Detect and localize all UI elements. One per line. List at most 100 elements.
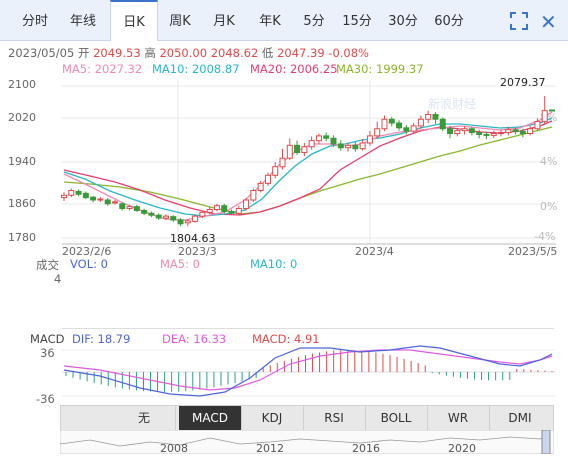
high-annotation: 2079.37 <box>500 76 546 89</box>
quote-info-line: 2023/05/05 开 2049.53 高 2050.00 2048.62 低… <box>8 46 369 60</box>
candle-body <box>119 203 126 210</box>
volume-axis-label: 4 <box>54 272 62 286</box>
candle-body <box>68 190 75 196</box>
candle-body <box>213 205 220 210</box>
candle-body <box>228 210 235 214</box>
candle-body <box>337 143 344 149</box>
tab-weekly-k[interactable]: 周K <box>169 14 191 29</box>
candle-body <box>454 130 461 135</box>
candle-body <box>403 127 410 132</box>
navigator-window[interactable] <box>541 430 551 454</box>
candle-body <box>184 220 191 224</box>
candle-body <box>432 114 439 120</box>
macd-axis-top: 36 <box>40 346 55 360</box>
date-tick-end: 2023/5/5 <box>508 245 557 258</box>
close-price: 2048.62 <box>210 46 259 60</box>
tab-yearly-k[interactable]: 年K <box>259 14 281 29</box>
kline-chart[interactable]: 2100 2020 1940 1860 1780 8% 4% 0% -4% 20… <box>0 74 568 264</box>
low-annotation: 1804.63 <box>170 232 216 245</box>
sina-watermark: 新浪财经 <box>428 96 476 111</box>
candle-body <box>374 128 381 137</box>
dea-legend: DEA: 16.33 <box>162 332 227 346</box>
tab-monthly-k[interactable]: 月K <box>213 14 235 29</box>
navigator-year-2016: 2016 <box>352 442 380 455</box>
pct-tick-neg4: -4% <box>534 230 555 243</box>
tab-daily-k[interactable]: 日K <box>110 0 158 41</box>
high-price: 2050.00 <box>159 46 208 60</box>
candle-body <box>162 215 169 219</box>
candle-body <box>111 201 118 204</box>
candle-body <box>126 206 133 210</box>
indicator-boll[interactable]: BOLL <box>365 406 428 430</box>
candle-body <box>534 121 541 130</box>
tab-30min[interactable]: 30分 <box>388 14 418 29</box>
pct-tick-0: 0% <box>540 200 557 213</box>
candle-body <box>410 125 417 132</box>
candle-body <box>301 146 308 154</box>
candle-body <box>177 219 184 225</box>
dif-line <box>63 345 553 397</box>
candle-body <box>221 205 228 212</box>
tab-5min[interactable]: 5分 <box>303 14 325 29</box>
candle-body <box>75 190 82 195</box>
candle-body <box>257 182 264 191</box>
timeline-navigator[interactable] <box>60 430 554 454</box>
candle-body <box>476 132 483 135</box>
indicator-wr[interactable]: WR <box>427 406 490 430</box>
candle-body <box>447 128 454 134</box>
tab-yearline[interactable]: 年线 <box>69 14 96 29</box>
ma30-legend: MA30: 1999.37 <box>336 62 424 76</box>
indicator-macd[interactable]: MACD <box>179 406 242 430</box>
candle-body <box>272 166 279 176</box>
candle-body <box>366 135 373 144</box>
low-price: 2047.39 <box>277 46 325 60</box>
volume-label: 成交 <box>36 258 59 272</box>
macd-histogram <box>65 350 553 392</box>
price-tick-1860: 1860 <box>8 197 36 210</box>
price-tick-2020: 2020 <box>8 111 36 124</box>
candle-body <box>286 144 293 159</box>
price-tick-1940: 1940 <box>8 155 36 168</box>
tab-60min[interactable]: 60分 <box>434 14 464 29</box>
indicator-none[interactable]: 无 <box>113 406 176 430</box>
indicator-dmi[interactable]: DMI <box>508 411 532 425</box>
indicator-toolbar: 无 MACD KDJ RSI BOLL WR DMI <box>60 405 554 431</box>
date-tick-start: 2023/2/6 <box>62 245 111 258</box>
close-icon[interactable]: ✕ <box>540 10 557 34</box>
candle-body <box>388 118 395 124</box>
candle-body <box>498 132 505 135</box>
candle-body <box>104 199 111 205</box>
candle-body <box>148 212 155 216</box>
candle-body <box>396 122 403 129</box>
indicator-rsi[interactable]: RSI <box>303 406 366 430</box>
open-price: 2049.53 <box>93 46 141 60</box>
quote-date: 2023/05/05 <box>8 46 75 60</box>
candle-body <box>199 211 206 217</box>
candle-body <box>82 192 89 199</box>
macd-chart <box>62 345 556 397</box>
navigator-history-line <box>60 435 547 447</box>
indicator-kdj[interactable]: KDJ <box>241 406 304 430</box>
tab-15min[interactable]: 15分 <box>342 14 372 29</box>
candle-body <box>235 208 242 214</box>
period-tab-bar: 分时 年线 日K 周K 月K 年K 5分 15分 30分 60分 ✕ <box>0 0 568 41</box>
date-tick-mar: 2023/3 <box>178 245 217 258</box>
candle-body <box>425 114 432 120</box>
candle-body <box>294 144 301 153</box>
fullscreen-icon[interactable] <box>510 12 528 30</box>
pct-tick-4: 4% <box>540 155 557 168</box>
candle-body <box>61 194 67 199</box>
dif-legend: DIF: 18.79 <box>72 332 131 346</box>
price-tick-2100: 2100 <box>8 78 36 91</box>
candle-body <box>90 196 97 201</box>
candle-body <box>468 128 475 134</box>
candle-body <box>505 129 512 134</box>
ma10-line <box>63 117 553 217</box>
ma5-legend: MA5: 2027.32 <box>62 62 143 76</box>
tab-intraday[interactable]: 分时 <box>21 14 48 29</box>
candle-body <box>97 198 104 201</box>
candle-body <box>250 190 257 201</box>
ma30-line <box>63 126 553 215</box>
candle-body <box>345 144 352 149</box>
price-tick-1780: 1780 <box>8 231 36 244</box>
